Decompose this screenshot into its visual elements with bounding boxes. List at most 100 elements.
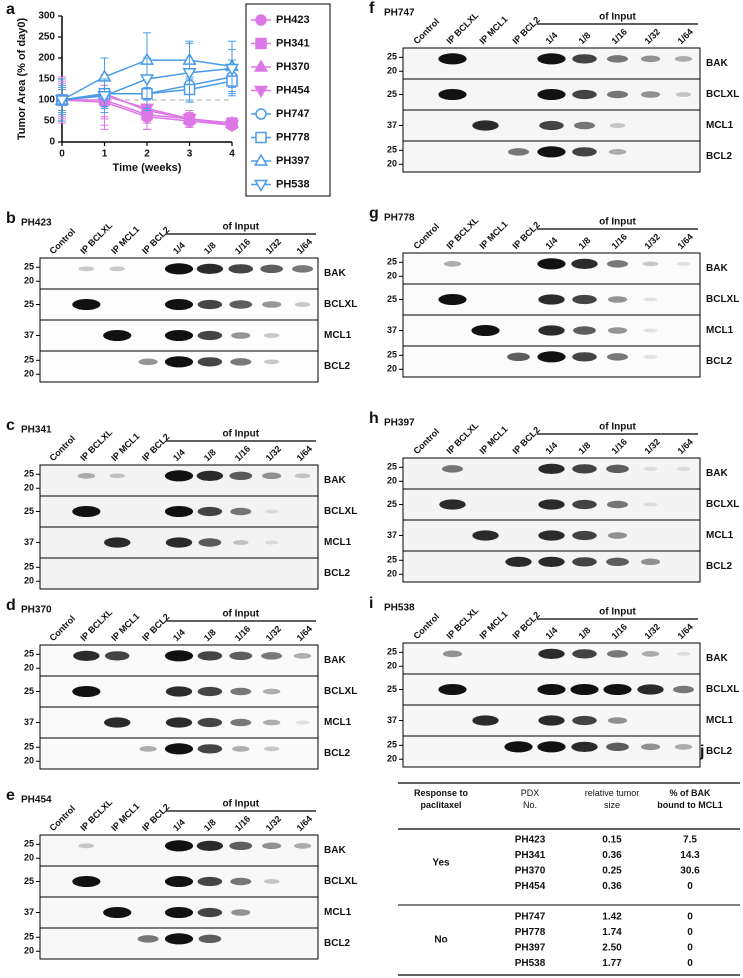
band bbox=[438, 88, 467, 101]
legend-marker bbox=[253, 59, 269, 72]
protein-label: BCL2 bbox=[324, 361, 351, 372]
band bbox=[674, 56, 693, 62]
band bbox=[674, 744, 693, 750]
lane-label: 1/64 bbox=[295, 237, 314, 256]
lane-label: IP BCL2 bbox=[140, 802, 171, 833]
band bbox=[641, 651, 660, 657]
band bbox=[675, 92, 692, 97]
legend-label: PH423 bbox=[276, 14, 310, 26]
band bbox=[164, 470, 194, 482]
table-cell: 0.25 bbox=[602, 866, 622, 877]
mw-marker: 20 bbox=[24, 756, 34, 766]
band bbox=[262, 472, 282, 480]
band bbox=[537, 53, 566, 65]
band bbox=[643, 502, 658, 507]
band bbox=[537, 741, 566, 753]
y-tick-label: 250 bbox=[38, 32, 55, 43]
band bbox=[103, 329, 132, 342]
pdx-id: PH538 bbox=[515, 958, 546, 969]
band bbox=[72, 505, 101, 518]
protein-label: MCL1 bbox=[706, 120, 734, 131]
table-cell: 1.77 bbox=[602, 958, 622, 969]
input-label: of Input bbox=[222, 609, 259, 620]
protein-label: BCLXL bbox=[706, 89, 739, 100]
protein-label: MCL1 bbox=[324, 537, 352, 548]
table-cell: 0.15 bbox=[602, 835, 622, 846]
lane-label: 1/32 bbox=[264, 624, 283, 643]
table-header: Response to paclitaxel bbox=[414, 788, 469, 810]
lane-label: IP BCLXL bbox=[78, 607, 114, 643]
table-cell: 0 bbox=[687, 943, 693, 954]
lane-label: 1/16 bbox=[610, 27, 629, 46]
input-label: of Input bbox=[599, 422, 636, 433]
protein-label: BCL2 bbox=[324, 938, 351, 949]
lane-label: IP BCL2 bbox=[511, 220, 542, 251]
protein-label: BAK bbox=[324, 655, 346, 666]
band bbox=[262, 719, 281, 726]
protein-label: MCL1 bbox=[324, 330, 352, 341]
pdx-id: PH454 bbox=[515, 881, 546, 892]
protein-label: BCL2 bbox=[706, 151, 733, 162]
protein-label: MCL1 bbox=[324, 717, 352, 728]
legend-marker bbox=[253, 179, 269, 193]
protein-label: BAK bbox=[324, 268, 346, 279]
panel-letter: j bbox=[699, 743, 704, 760]
band bbox=[572, 499, 597, 510]
table-header: relative tumor size bbox=[585, 788, 640, 810]
protein-label: MCL1 bbox=[706, 530, 734, 541]
lane-label: 1/8 bbox=[202, 817, 218, 833]
legend-label: PH370 bbox=[276, 61, 310, 73]
lane-label: Control bbox=[412, 426, 442, 456]
lane-label: 1/32 bbox=[643, 622, 662, 641]
panel-name: PH538 bbox=[384, 603, 415, 614]
band bbox=[607, 55, 628, 63]
lane-label: 1/8 bbox=[577, 440, 593, 456]
band bbox=[538, 715, 565, 726]
band bbox=[603, 683, 632, 696]
data-point bbox=[182, 114, 197, 127]
band bbox=[164, 298, 194, 311]
band bbox=[608, 149, 627, 155]
y-tick-label: 300 bbox=[38, 11, 55, 22]
pdx-id: PH370 bbox=[515, 866, 546, 877]
mw-marker: 20 bbox=[24, 483, 34, 493]
band bbox=[607, 717, 628, 724]
legend-marker bbox=[255, 131, 267, 144]
band bbox=[164, 329, 194, 342]
lane-label: IP MCL1 bbox=[109, 611, 141, 643]
band bbox=[537, 351, 566, 363]
band bbox=[164, 875, 194, 888]
band bbox=[232, 746, 250, 752]
band bbox=[138, 358, 158, 366]
band bbox=[77, 473, 96, 479]
lane-label: IP MCL1 bbox=[478, 424, 510, 456]
mw-marker: 25 bbox=[24, 839, 34, 849]
mw-marker: 37 bbox=[387, 325, 397, 335]
band bbox=[229, 300, 253, 309]
data-point bbox=[97, 91, 112, 104]
mw-marker: 20 bbox=[387, 476, 397, 486]
band bbox=[538, 648, 565, 659]
band bbox=[607, 296, 628, 303]
response-label: Yes bbox=[432, 858, 450, 869]
band bbox=[263, 359, 280, 365]
mw-marker: 37 bbox=[387, 120, 397, 130]
mw-marker: 37 bbox=[387, 530, 397, 540]
band bbox=[643, 297, 658, 302]
panel-name: PH341 bbox=[21, 425, 52, 436]
band bbox=[438, 293, 467, 306]
band bbox=[228, 264, 254, 274]
band bbox=[574, 121, 595, 130]
table-cell: 1.42 bbox=[602, 912, 622, 923]
lane-label: 1/16 bbox=[233, 624, 252, 643]
band bbox=[229, 841, 253, 851]
protein-label: BAK bbox=[324, 845, 346, 856]
band bbox=[230, 718, 252, 727]
input-label: of Input bbox=[599, 217, 636, 228]
band bbox=[261, 652, 283, 660]
table-cell: 2.50 bbox=[602, 943, 622, 954]
protein-label: MCL1 bbox=[706, 715, 734, 726]
band bbox=[472, 120, 499, 131]
data-point bbox=[139, 74, 155, 87]
